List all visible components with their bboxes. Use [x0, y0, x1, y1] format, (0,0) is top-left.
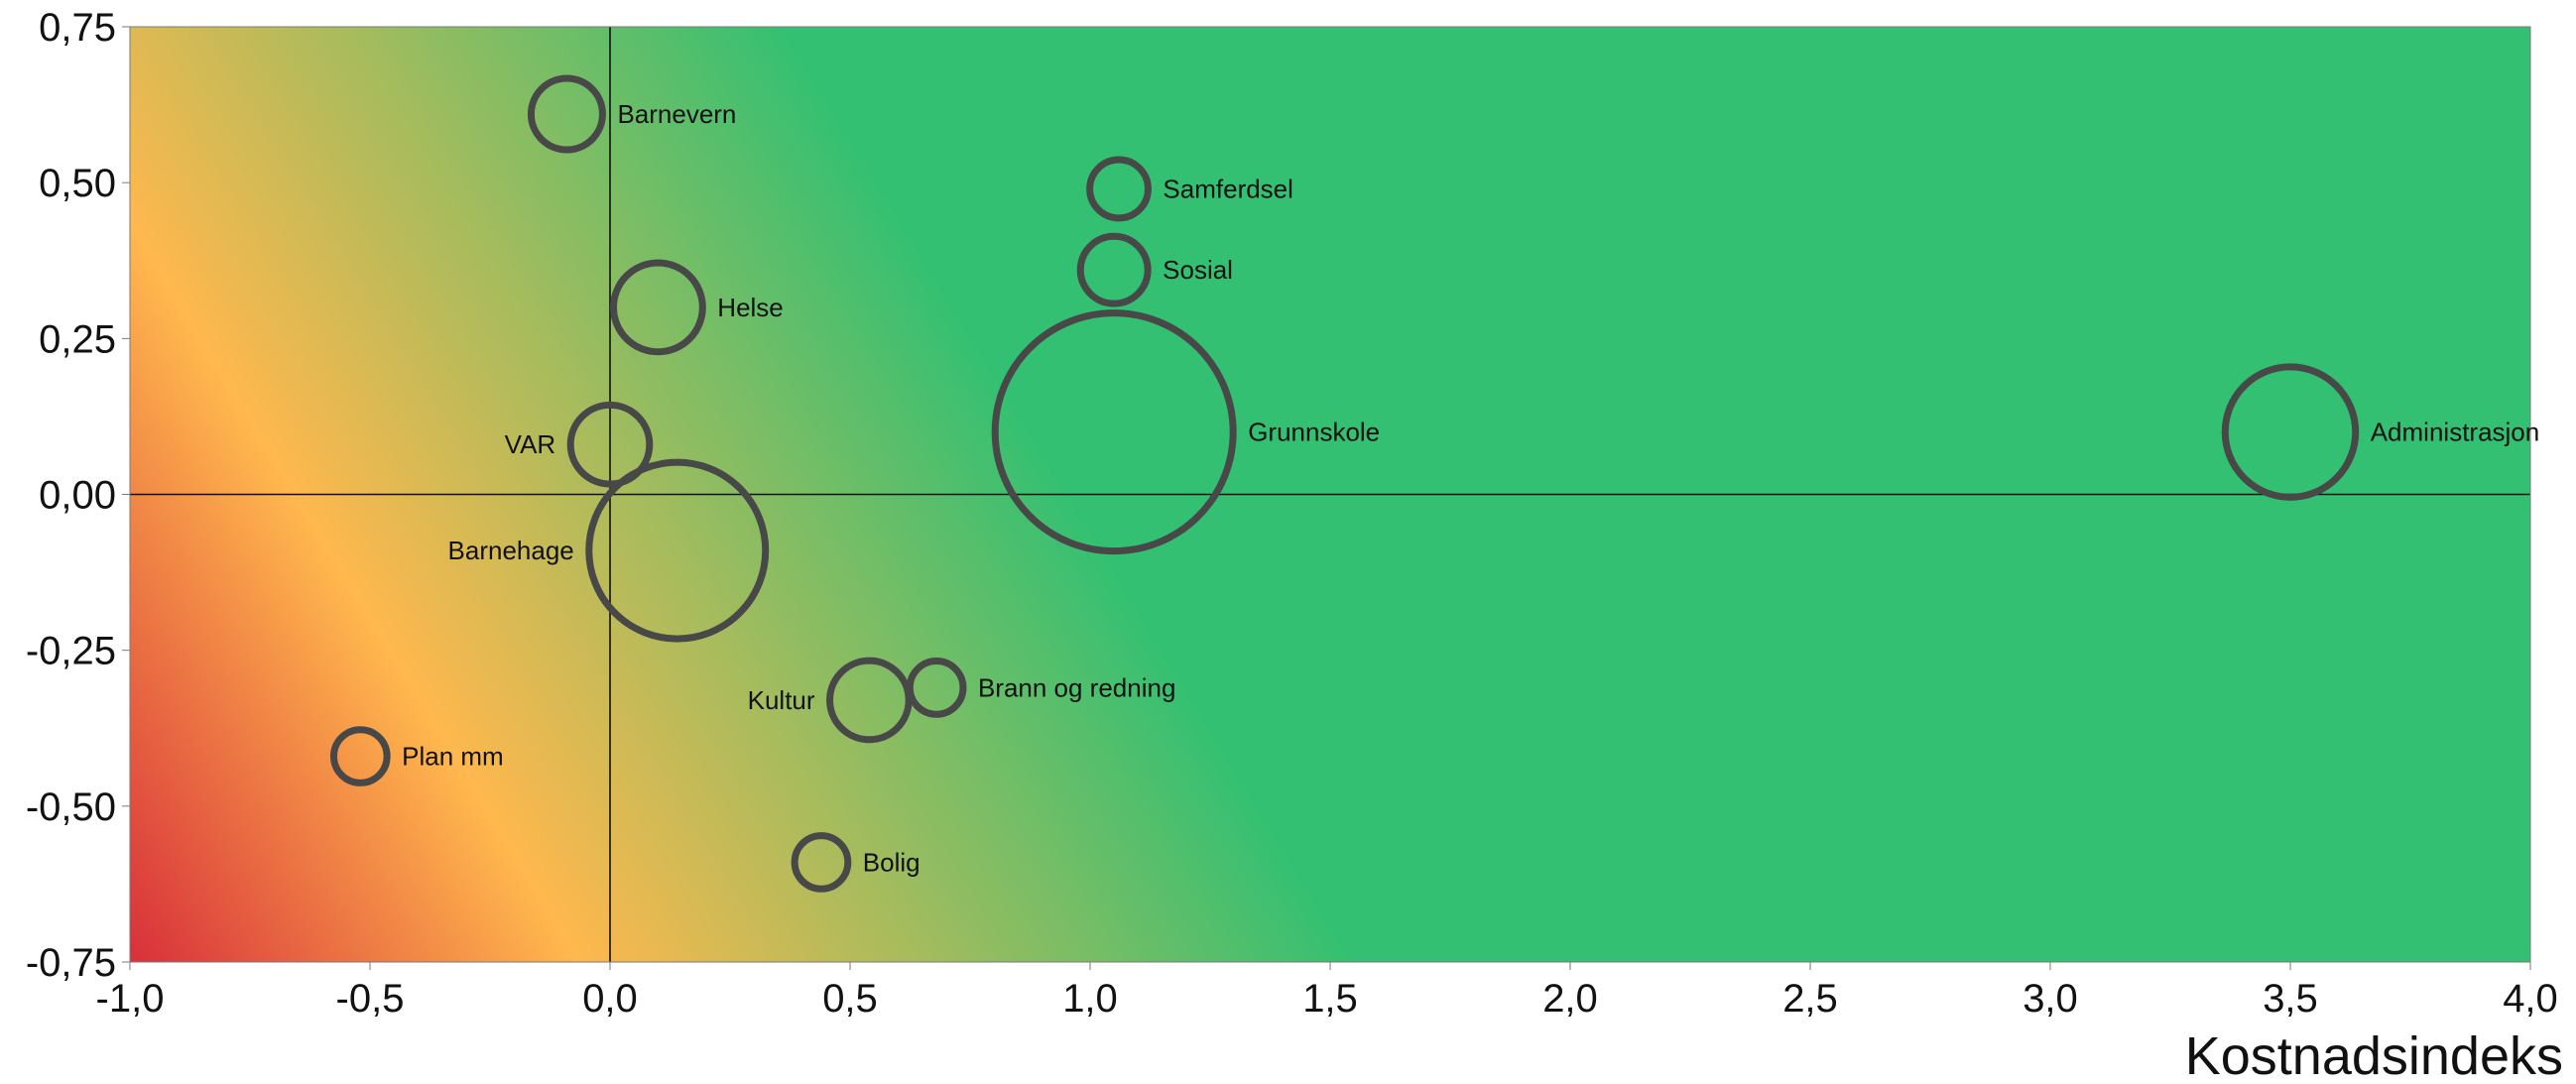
bubble-label-plan-mm: Plan mm: [402, 742, 504, 772]
x-tick-label: 3,5: [2263, 977, 2318, 1021]
bubble-sosial: [1076, 232, 1152, 307]
x-axis-title: Kostnadsindeks: [2185, 1026, 2563, 1084]
y-tick-label: -0,50: [26, 785, 116, 829]
x-tick-label: 1,5: [1302, 977, 1358, 1021]
bubble-helse: [610, 259, 706, 356]
bubble-barnevern: [527, 74, 606, 154]
bubble-label-sosial: Sosial: [1163, 255, 1233, 285]
bubble-var: [566, 401, 654, 488]
bubble-label-var: VAR: [505, 429, 556, 459]
bubble-barnehage: [585, 458, 770, 643]
y-axis-ticks: 0,75 0,50 0,25 0,00 -0,25 -0,50 -0,75: [26, 6, 130, 985]
x-axis-ticks: -1,0 -0,5 0,0 0,5 1,0 1,5 2,0 2,5 3,0 3,5 4,0: [96, 962, 2558, 1021]
bubble-label-brann-og-redning: Brann og redning: [978, 672, 1175, 702]
x-tick-label: 0,0: [582, 977, 638, 1021]
y-tick-label: 0,50: [39, 162, 116, 205]
y-tick-label: 0,75: [39, 6, 116, 50]
bubble-grunnskole: [991, 309, 1237, 555]
x-tick-label: 4,0: [2503, 977, 2558, 1021]
bubble-label-bolig: Bolig: [863, 847, 920, 877]
x-tick-label: 2,5: [1782, 977, 1838, 1021]
y-tick-label: -0,25: [26, 630, 116, 673]
bubble-plan-mm: [329, 726, 391, 786]
bubble-label-samferdsel: Samferdsel: [1163, 174, 1293, 203]
bubble-kultur: [826, 657, 913, 744]
x-tick-label: -0,5: [336, 977, 405, 1021]
bubble-label-barnehage: Barnehage: [448, 536, 574, 565]
bubble-labels-layer: Barnevern Samferdsel Sosial Helse Grunnskole…: [402, 99, 2539, 877]
x-tick-label: -1,0: [96, 977, 165, 1021]
bubble-label-grunnskole: Grunnskole: [1248, 418, 1380, 447]
x-tick-label: 1,0: [1062, 977, 1118, 1021]
y-tick-label: 0,00: [39, 474, 116, 518]
y-tick-label: 0,25: [39, 317, 116, 361]
bubble-label-administrasjon: Administrasjon: [2371, 418, 2540, 447]
x-tick-label: 2,0: [1542, 977, 1598, 1021]
bubble-label-kultur: Kultur: [748, 685, 815, 715]
bubble-label-barnevern: Barnevern: [617, 99, 736, 129]
bubble-administrasjon: [2221, 363, 2360, 501]
x-tick-label: 3,0: [2023, 977, 2078, 1021]
y-tick-label: -0,75: [26, 941, 116, 985]
bubble-bolig: [791, 832, 852, 893]
x-tick-label: 0,5: [822, 977, 878, 1021]
bubble-label-helse: Helse: [717, 293, 783, 322]
bubbles-layer: [329, 74, 2360, 893]
bubble-samferdsel: [1086, 156, 1152, 222]
